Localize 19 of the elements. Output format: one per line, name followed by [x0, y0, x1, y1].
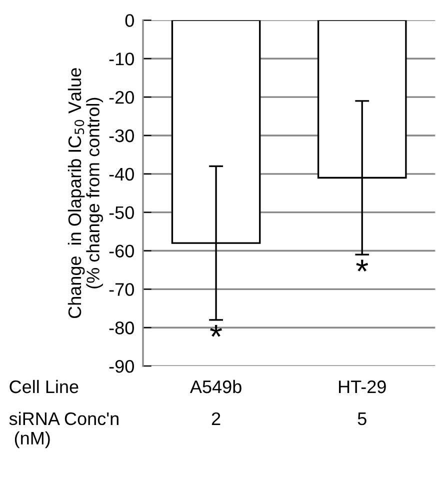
- y-tick-label: 0: [125, 14, 134, 27]
- y-tick-label: -80: [109, 322, 134, 334]
- y-tick-label: -40: [109, 168, 134, 181]
- y-tick-label: -10: [109, 52, 134, 66]
- y-tick-label: -70: [109, 283, 134, 296]
- y-tick-label: -30: [109, 129, 134, 142]
- y-tick-label: -20: [109, 90, 134, 104]
- x-tick-label: A549b: [190, 380, 242, 394]
- text: Cell Line: [10, 380, 78, 394]
- x-tick-label: HT-29: [339, 380, 386, 394]
- y-tick-label: -50: [109, 206, 134, 220]
- text: siRNA Conc'n (nM): [9, 412, 118, 448]
- y-axis-title: Change in Olaparib IC$_{50}$ Value (% change from control): [68, 68, 104, 318]
- annotation: *: [356, 260, 368, 272]
- annotation: *: [210, 325, 222, 337]
- text: 2: [212, 412, 220, 425]
- y-tick-label: -90: [109, 360, 134, 373]
- text: 5: [358, 412, 366, 426]
- y-tick-label: -60: [109, 244, 134, 258]
